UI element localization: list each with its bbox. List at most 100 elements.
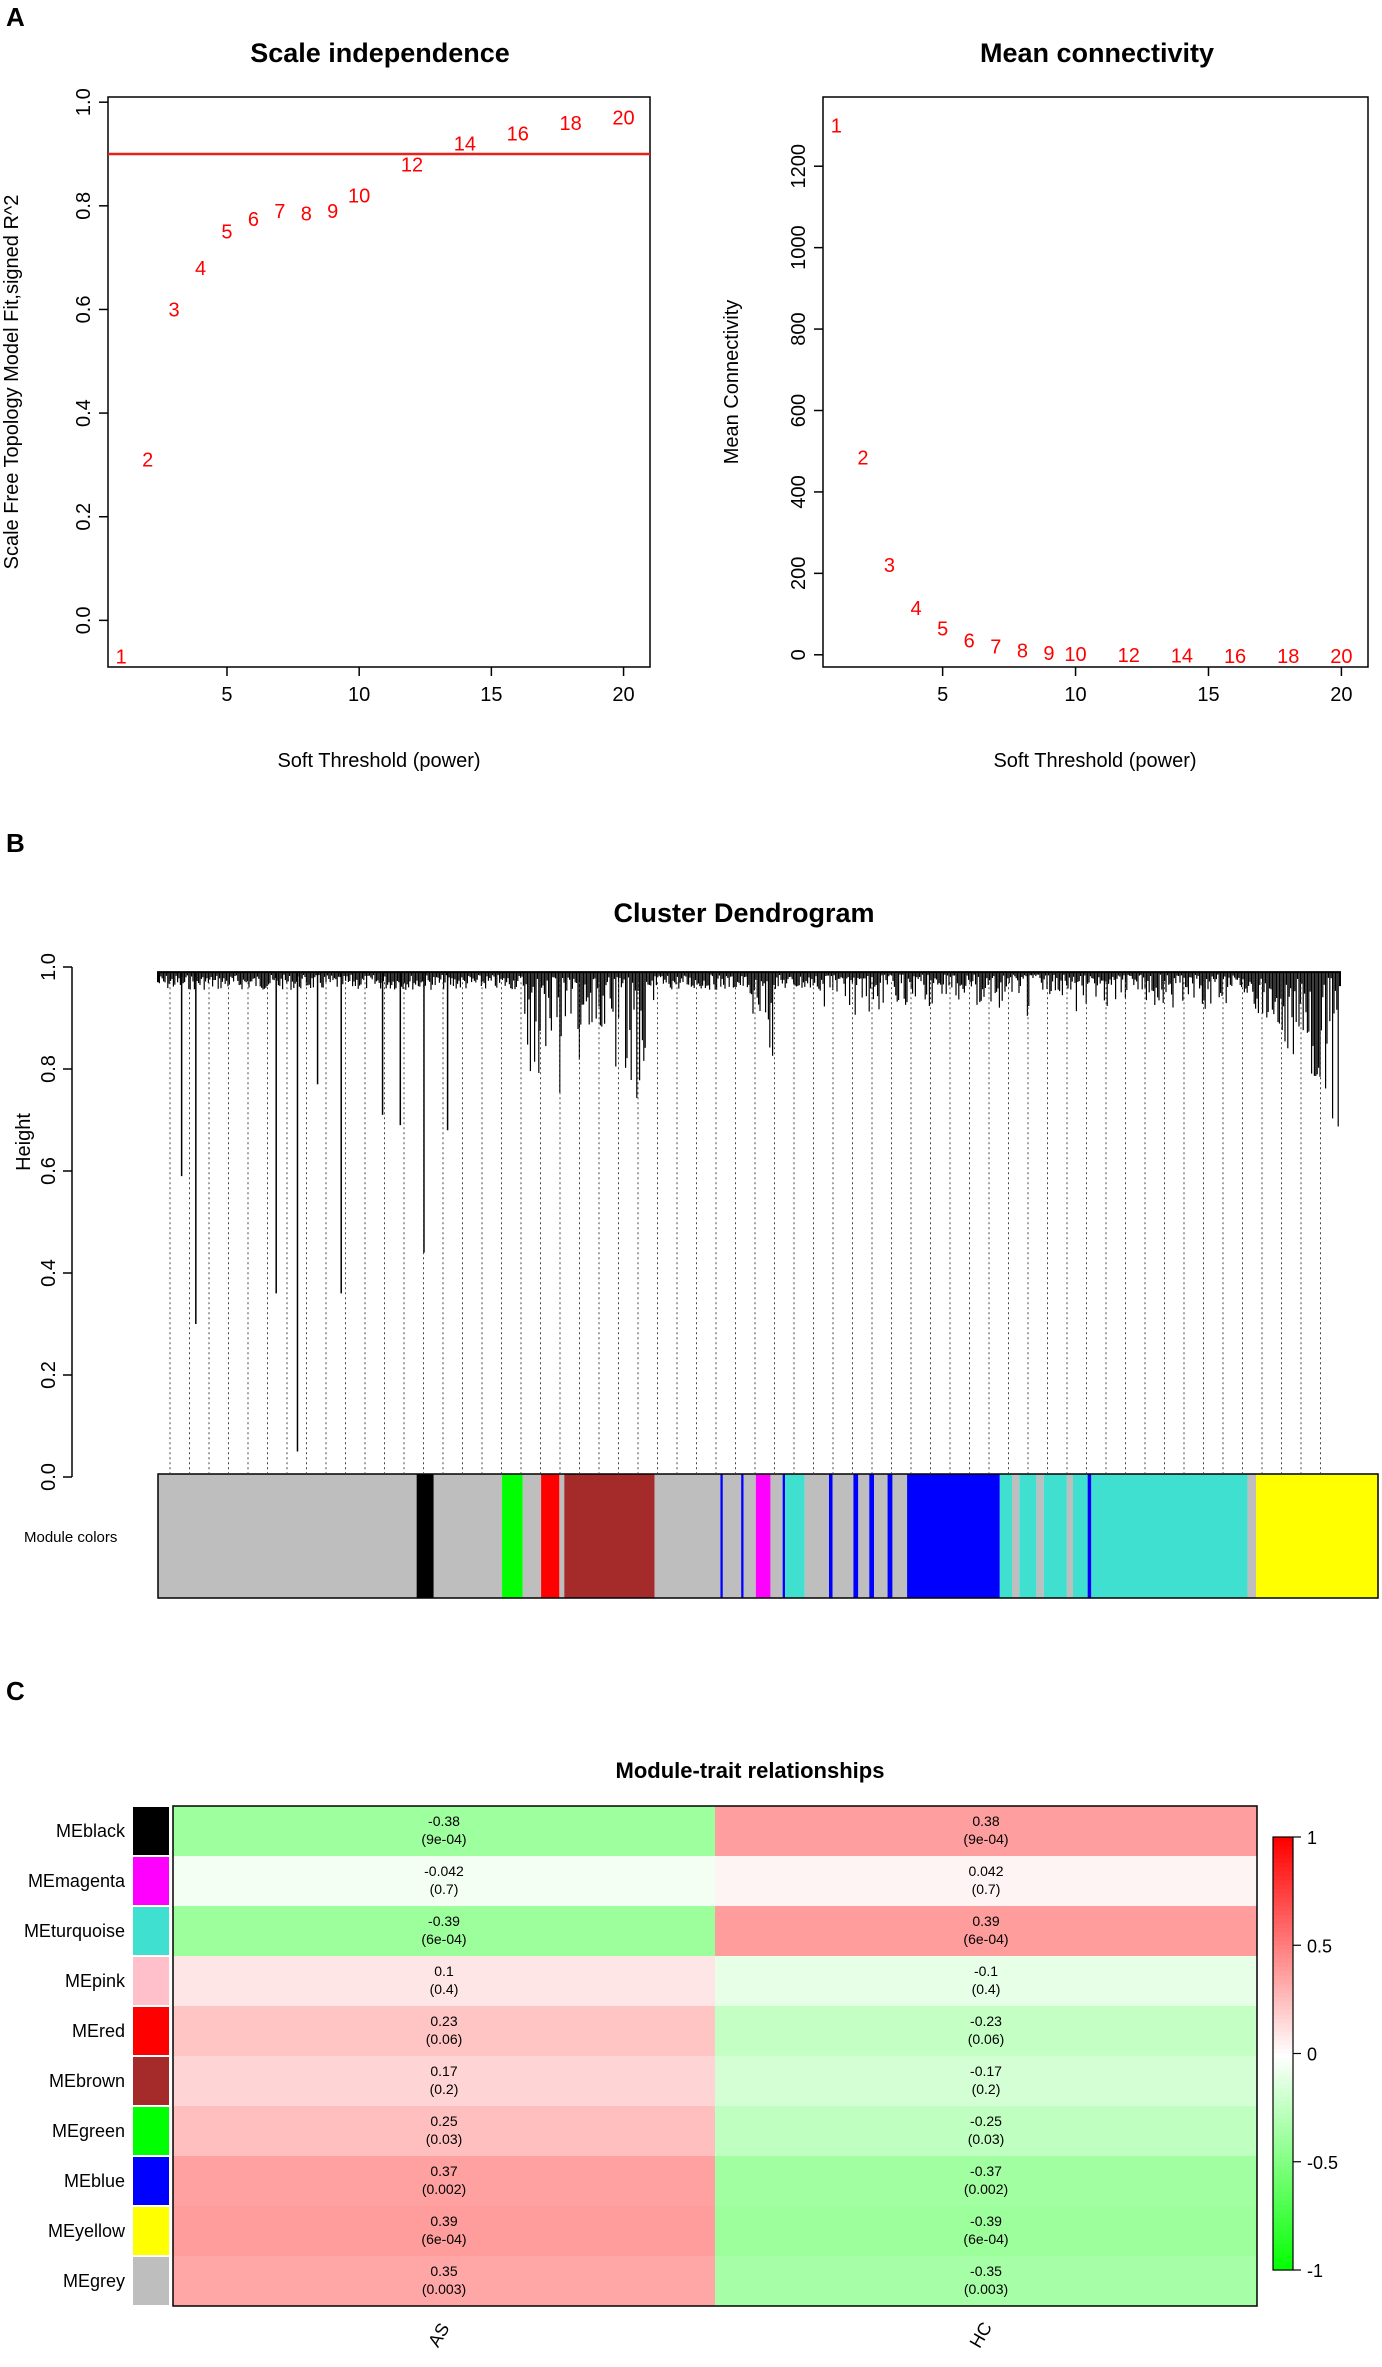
legend-gradient-step: [1273, 2218, 1293, 2223]
heatmap-cell: [715, 1906, 1257, 1956]
module-color-segment-blue: [869, 1474, 875, 1598]
module-color-segment-blue: [907, 1474, 1000, 1598]
legend-gradient-step: [1273, 2235, 1293, 2241]
heatmap-cell: [173, 2106, 715, 2156]
legend-gradient-step: [1273, 1837, 1293, 1842]
heatmap-cell: [173, 2056, 715, 2106]
legend-gradient-step: [1273, 1871, 1293, 1877]
si-point-label: 3: [169, 299, 180, 321]
legend-gradient-step: [1273, 1897, 1293, 1903]
heatmap-cell-pvalue: (9e-04): [963, 1831, 1008, 1847]
legend-tick-label: 0.5: [1307, 1936, 1332, 1956]
si-y-tick-label: 1.0: [73, 88, 95, 116]
si-point-label: 14: [454, 134, 476, 156]
module-color-segment-brown: [564, 1474, 655, 1598]
heatmap-row-label: MEyellow: [48, 2221, 126, 2241]
heatmap-cell: [715, 2006, 1257, 2056]
module-color-segment-grey: [158, 1474, 417, 1598]
legend-gradient-step: [1273, 2040, 1293, 2046]
mc-point-label: 4: [910, 598, 921, 620]
mc-plot-frame: [822, 96, 1369, 668]
heatmap-cell-correlation: -0.25: [970, 2113, 1002, 2129]
legend-gradient-step: [1273, 2140, 1293, 2146]
heatmap-cell-correlation: -0.39: [970, 2213, 1002, 2229]
legend-gradient-step: [1273, 1875, 1293, 1881]
legend-gradient-step: [1273, 2079, 1293, 2085]
dendrogram-y-tick-label: 0.0: [38, 1463, 60, 1491]
heatmap-cell: [715, 2056, 1257, 2106]
si-point-label: 2: [142, 450, 153, 472]
legend-gradient-step: [1273, 1906, 1293, 1912]
module-color-segment-green: [502, 1474, 523, 1598]
legend-gradient-step: [1273, 2222, 1293, 2228]
heatmap-color-legend: 1 0.5 0 -0.5 -1: [1272, 1828, 1338, 2281]
heatmap-cell-pvalue: (6e-04): [963, 1931, 1008, 1947]
mc-point-label: 12: [1118, 645, 1140, 667]
legend-gradient-step: [1273, 1932, 1293, 1938]
legend-gradient-step: [1273, 1975, 1293, 1981]
legend-gradient-step: [1273, 1927, 1293, 1933]
legend-gradient-step: [1273, 2044, 1293, 2050]
si-point-label: 8: [301, 204, 312, 226]
legend-gradient-step: [1273, 2153, 1293, 2159]
heatmap-cell: [173, 2156, 715, 2206]
heatmap-cell-pvalue: (0.002): [422, 2181, 466, 2197]
legend-gradient-step: [1273, 1949, 1293, 1955]
heatmap-row-color-swatch: [133, 2007, 169, 2055]
legend-gradient-step: [1273, 2057, 1293, 2063]
mc-point-label: 6: [964, 631, 975, 653]
dendrogram-y-axis-label: Height: [13, 1113, 35, 1171]
module-color-segment-turquoise: [1073, 1474, 1088, 1598]
legend-gradient-step: [1273, 1862, 1293, 1868]
heatmap-cell-correlation: 0.39: [430, 2213, 457, 2229]
heatmap-row-color-swatch: [133, 1957, 169, 2005]
legend-gradient-step: [1273, 1914, 1293, 1920]
mc-y-tick-label: 1000: [788, 225, 810, 270]
legend-gradient-step: [1273, 2088, 1293, 2094]
mc-y-tick-label: 600: [788, 394, 810, 427]
module-color-segment-red: [541, 1474, 560, 1598]
legend-gradient-step: [1273, 2118, 1293, 2124]
module-color-segment-grey: [804, 1474, 829, 1598]
heatmap-title: Module-trait relationships: [616, 1758, 885, 1783]
legend-gradient-step: [1273, 1971, 1293, 1977]
legend-gradient-step: [1273, 2248, 1293, 2254]
heatmap-cell-pvalue: (0.7): [430, 1881, 459, 1897]
heatmap-cell: [173, 2206, 715, 2256]
module-color-segment-turquoise: [1019, 1474, 1037, 1598]
module-color-segment-grey: [654, 1474, 721, 1598]
heatmap-cell-pvalue: (0.4): [430, 1981, 459, 1997]
mc-point-label: 2: [857, 447, 868, 469]
scale-independence-chart: Scale independence Soft Threshold (power…: [1, 38, 651, 772]
mc-point-label: 9: [1043, 643, 1054, 665]
heatmap-cell: [173, 1806, 715, 1856]
heatmap-rows: MEblack -0.38 (9e-04) 0.38 (9e-04) MEmagenta -…: [24, 1805, 1258, 2307]
module-color-segment-grey: [559, 1474, 565, 1598]
module-color-bar-frame: [157, 1473, 1379, 1599]
legend-gradient-step: [1273, 2261, 1293, 2267]
module-color-segment-grey: [892, 1474, 908, 1598]
legend-gradient-step: [1273, 1893, 1293, 1899]
legend-gradient-step: [1273, 1888, 1293, 1894]
module-color-segment-grey: [832, 1474, 854, 1598]
heatmap-cell-pvalue: (0.002): [964, 2181, 1008, 2197]
mc-x-axis-label: Soft Threshold (power): [993, 750, 1196, 772]
heatmap-cell-pvalue: (6e-04): [963, 2231, 1008, 2247]
mc-y-tick-label: 400: [788, 475, 810, 508]
heatmap-frame: [172, 1805, 1258, 2307]
heatmap-cell-correlation: -0.23: [970, 2013, 1002, 2029]
heatmap-cell-pvalue: (0.2): [972, 2081, 1001, 2097]
dendrogram-axes: 0.0 0.2 0.4 0.6 0.8 1.0: [38, 953, 73, 1491]
cluster-dendrogram-chart: Cluster Dendrogram Height 0.00.20.40.60.…: [13, 898, 1379, 1599]
heatmap-cell: [715, 2106, 1257, 2156]
heatmap-cell-pvalue: (0.4): [972, 1981, 1001, 1997]
heatmap-cell-pvalue: (0.06): [426, 2031, 463, 2047]
heatmap-cell-correlation: -0.39: [428, 1913, 460, 1929]
si-y-tick-label: 0.8: [73, 192, 95, 220]
dendrogram-y-tick-label: 0.6: [38, 1157, 60, 1185]
module-color-segment-grey: [858, 1474, 870, 1598]
module-color-segment-turquoise: [785, 1474, 805, 1598]
heatmap-cell-pvalue: (0.7): [972, 1881, 1001, 1897]
legend-gradient-step: [1273, 2209, 1293, 2215]
